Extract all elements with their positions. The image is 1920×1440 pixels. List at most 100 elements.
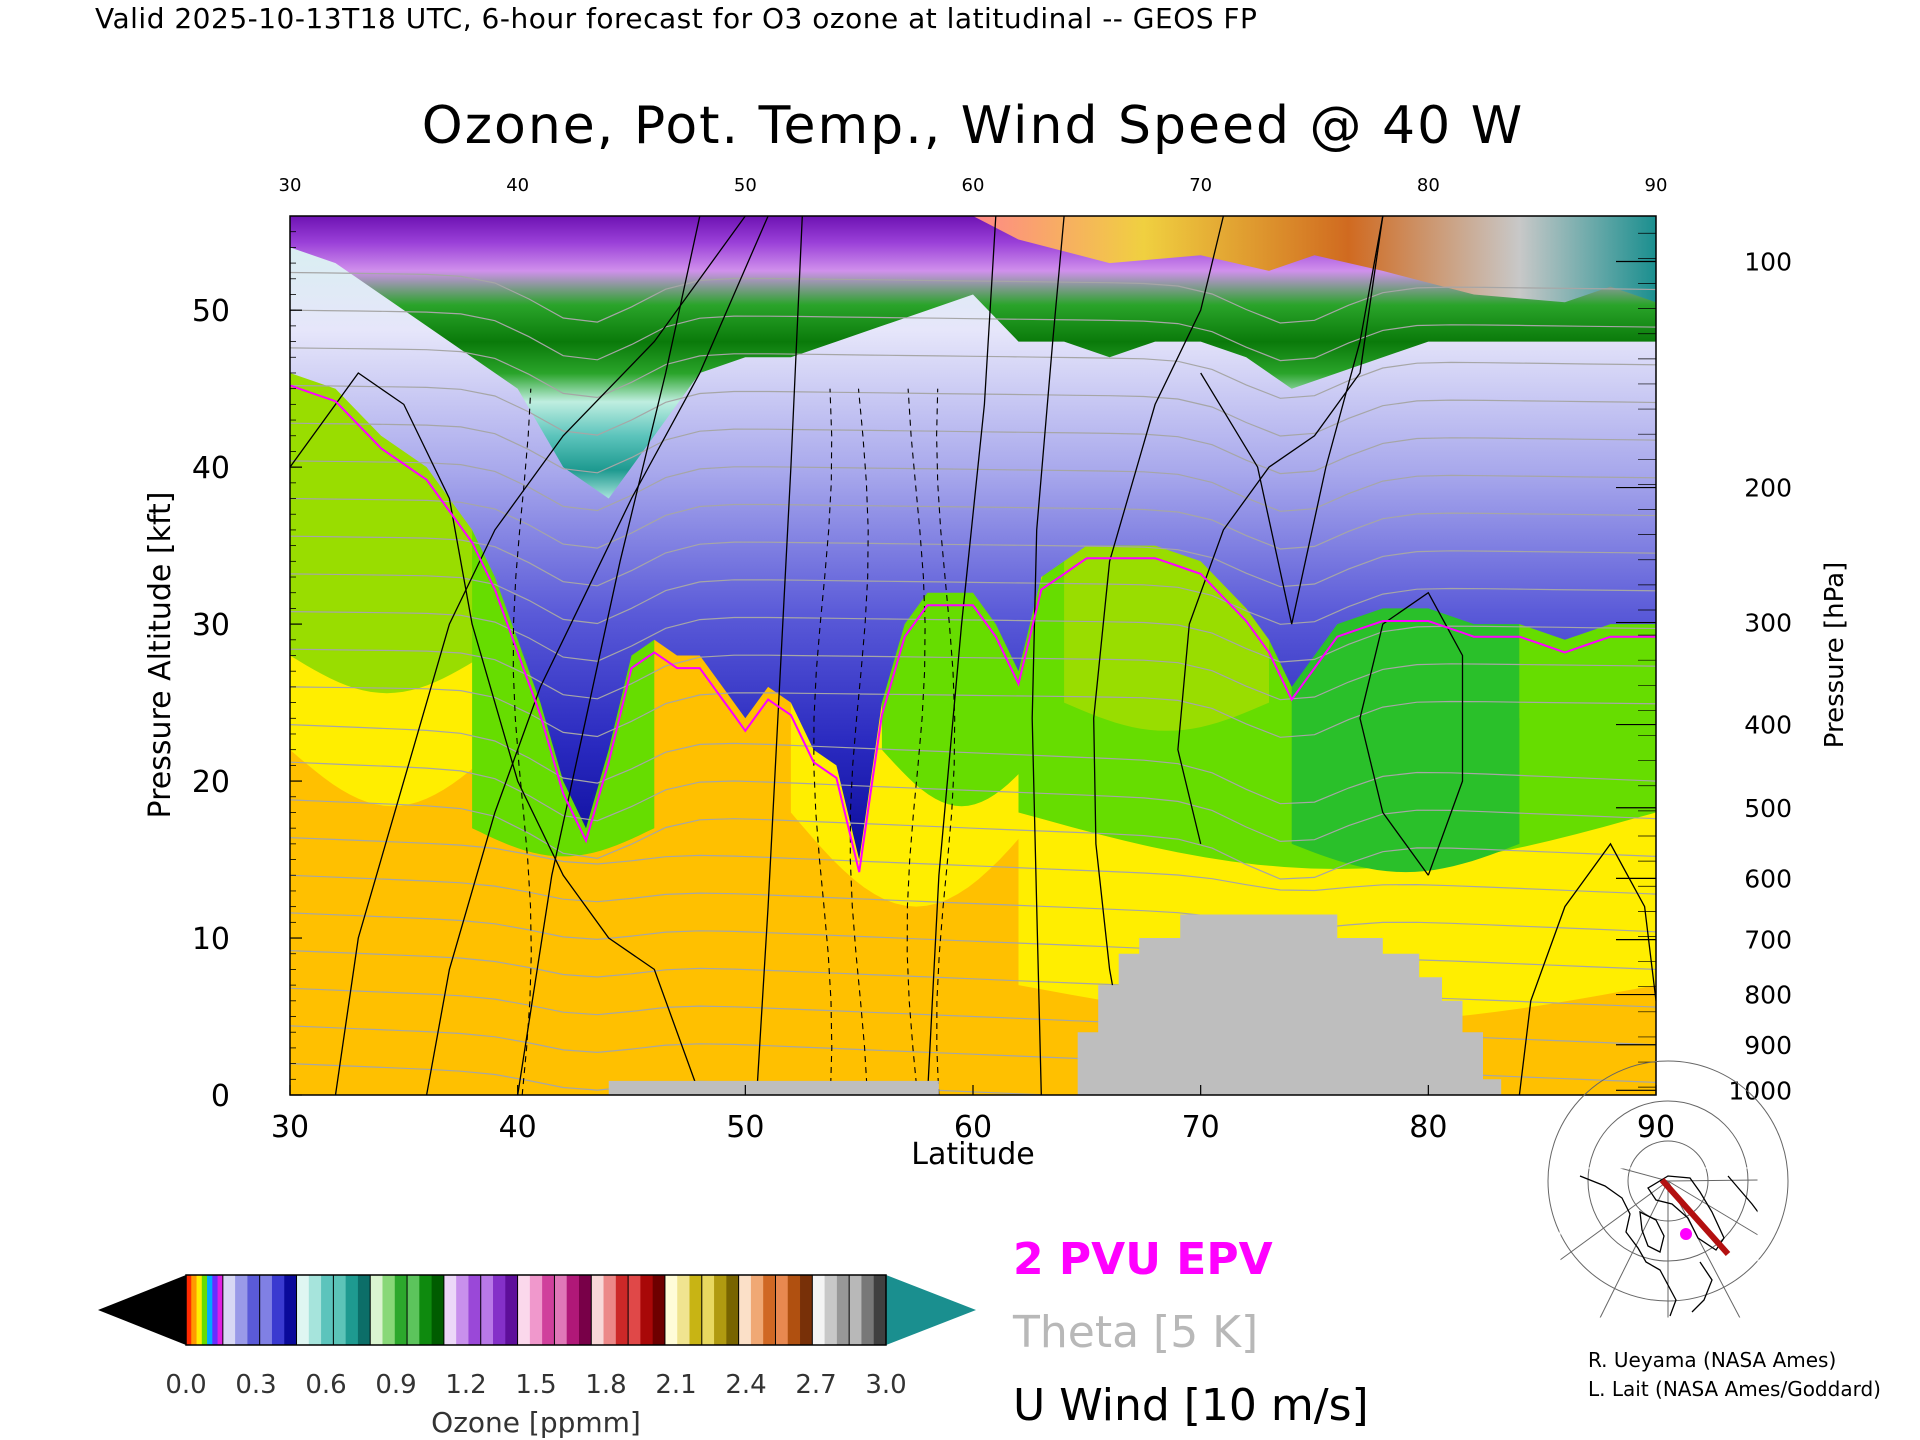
colorbar-frame (185, 1274, 887, 1346)
colorbar-swatch (247, 1275, 261, 1345)
colorbar-swatch (191, 1275, 198, 1345)
pressure-axis-label: Pressure [hPa] (1820, 562, 1850, 749)
colorbar-swatch (738, 1275, 752, 1345)
colorbar-tick-label: 0.9 (375, 1370, 416, 1400)
theta-contour (290, 761, 1656, 843)
top-tick-label: 30 (279, 175, 302, 196)
cross-section-path (1659, 1178, 1731, 1256)
top-tick-label: 70 (1189, 175, 1212, 196)
colorbar-swatch (480, 1275, 494, 1345)
colorbar-tick-label: 0.6 (305, 1370, 346, 1400)
colorbar-swatch (763, 1275, 777, 1345)
colorbar-swatch (677, 1275, 691, 1345)
y-axis-label: Pressure Altitude [kft] (143, 492, 178, 819)
colorbar-swatch (849, 1275, 863, 1345)
colorbar-swatch (357, 1275, 371, 1345)
top-tick-label: 40 (506, 175, 529, 196)
colorbar-swatch (456, 1275, 470, 1345)
top-tick-label: 80 (1417, 175, 1440, 196)
x-tick-label: 50 (726, 1110, 764, 1145)
theta-contour (290, 799, 1656, 880)
x-tick-label: 90 (1637, 1110, 1675, 1145)
colorbar-swatch (517, 1275, 531, 1345)
colorbar-swatch (529, 1275, 543, 1345)
colorbar-swatch (217, 1275, 224, 1345)
colorbar-tick-label: 2.1 (655, 1370, 696, 1400)
colorbar-swatch (382, 1275, 396, 1345)
colorbar-swatch (603, 1275, 617, 1345)
colorbar-swatch (271, 1275, 285, 1345)
theta-contour (290, 535, 1656, 588)
terrain-mask (1077, 914, 1502, 1095)
u-wind-contour (517, 216, 701, 1095)
u-wind-contour (290, 372, 701, 1095)
colorbar-swatch (186, 1275, 192, 1345)
colorbar-swatch (542, 1275, 556, 1345)
forecast-header: Valid 2025-10-13T18 UTC, 6-hour forecast… (95, 2, 1258, 35)
colorbar-swatch (321, 1275, 334, 1345)
colorbar-title: Ozone [ppmm] (431, 1406, 641, 1439)
u-wind-negative-contour (906, 388, 926, 1095)
u-wind-negative-contour (512, 388, 532, 1095)
theta-contour (290, 573, 1656, 625)
location-marker (1680, 1228, 1692, 1240)
chart-title: Ozone, Pot. Temp., Wind Speed @ 40 W (422, 96, 1524, 156)
pressure-tick-label: 600 (1744, 864, 1792, 893)
colorbar-swatch (615, 1275, 629, 1345)
colorbar-tick-label: 2.4 (725, 1370, 766, 1400)
theta-contour (290, 912, 1656, 970)
u-wind-contour (1093, 216, 1225, 1095)
colorbar-swatch (775, 1275, 789, 1345)
colorbar-swatch (431, 1275, 445, 1345)
colorbar-swatch (652, 1275, 666, 1345)
colorbar-swatch (493, 1275, 506, 1345)
troposphere-green-patch (1064, 537, 1269, 731)
colorbar-swatch (726, 1275, 740, 1345)
y-tick-label: 40 (192, 451, 230, 486)
theta-contour (290, 611, 1656, 663)
colorbar-swatch (296, 1275, 310, 1345)
colorbar-swatch (714, 1275, 727, 1345)
legend-entry-uwind: U Wind [10 m/s] (1013, 1380, 1369, 1431)
top-tick-label: 60 (962, 175, 985, 196)
theta-contour (290, 384, 1656, 437)
colorbar-swatch (505, 1275, 519, 1345)
troposphere-green-patch (290, 365, 484, 694)
colorbar-swatch (201, 1275, 208, 1345)
polar-high-ozone-region (973, 216, 1656, 303)
colorbar-swatch (259, 1275, 273, 1345)
colorbar-swatch (407, 1275, 420, 1345)
u-wind-negative-contour (936, 388, 956, 1095)
u-wind-negative-contour (813, 388, 833, 1095)
location-inset-map (1547, 1060, 1789, 1319)
y-tick-label: 20 (192, 765, 230, 800)
credit-line-2: L. Lait (NASA Ames/Goddard) (1588, 1377, 1881, 1401)
legend-entry-epv: 2 PVU EPV (1013, 1234, 1273, 1285)
theta-contour (290, 497, 1656, 550)
pressure-tick-label: 400 (1744, 711, 1792, 740)
colorbar-swatch (207, 1275, 213, 1345)
colorbar-swatch (394, 1275, 408, 1345)
colorbar-swatch (333, 1275, 347, 1345)
theta-contour (290, 460, 1656, 512)
u-wind-contour (756, 216, 803, 1095)
u-wind-negative-contour (849, 388, 869, 1095)
colorbar-swatch (284, 1275, 298, 1345)
top-tick-label: 90 (1645, 175, 1668, 196)
theta-contour (290, 422, 1656, 475)
low-terrain-mask (608, 1080, 939, 1095)
colorbar-swatch (566, 1275, 580, 1345)
legend-entry-theta: Theta [5 K] (1012, 1307, 1258, 1358)
x-tick-label: 40 (499, 1110, 537, 1145)
y-tick-label: 50 (192, 294, 230, 329)
colorbar-swatch (836, 1275, 850, 1345)
pressure-tick-label: 200 (1744, 474, 1792, 503)
colorbar-swatch (800, 1275, 813, 1345)
x-axis-label: Latitude (911, 1137, 1034, 1172)
colorbar-swatch (554, 1275, 568, 1345)
u-wind-contour (425, 216, 769, 1095)
theta-contour (290, 837, 1656, 895)
y-tick-label: 0 (211, 1079, 230, 1114)
colorbar-tick-label: 0.3 (235, 1370, 276, 1400)
